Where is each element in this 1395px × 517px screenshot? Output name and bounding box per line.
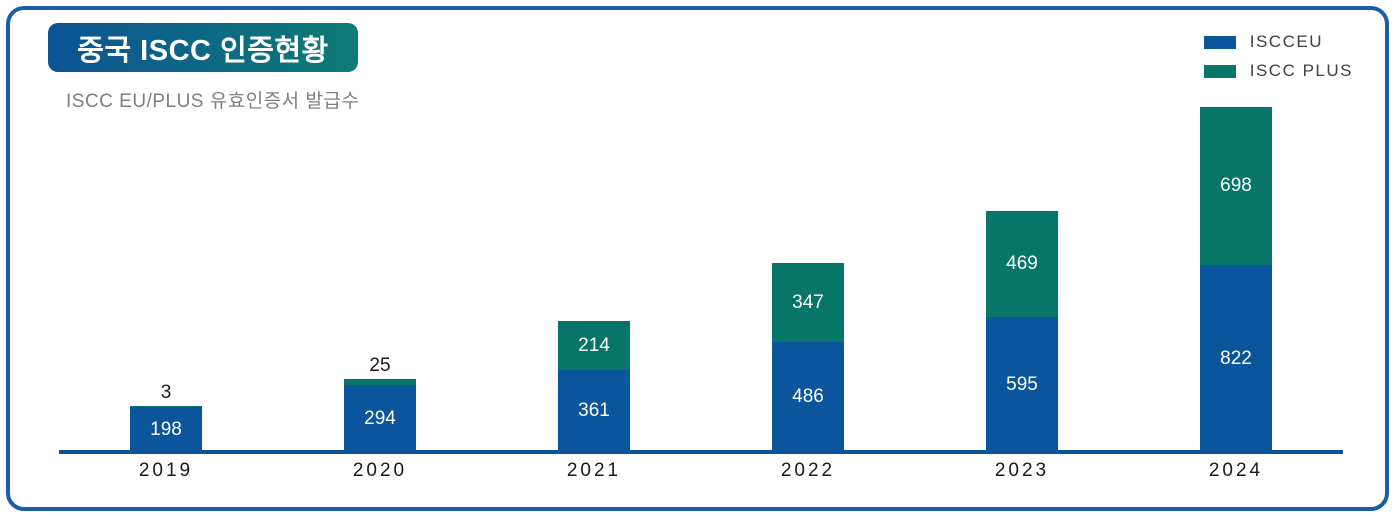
bar-segment-iscc-plus-2020: [344, 379, 416, 385]
bar-segment-iscc-plus-2022: [772, 263, 844, 342]
x-axis-label-2023: 2023: [994, 460, 1050, 481]
bar-segment-iscceu-2022: [772, 342, 844, 452]
legend-item-iscc-plus: ISCC PLUS: [1203, 61, 1353, 81]
x-axis-label-2021: 2021: [566, 460, 622, 481]
value-label-iscceu-2020: 294: [364, 407, 396, 429]
bar-segment-iscceu-2024: [1200, 265, 1272, 452]
value-label-iscceu-2019: 198: [150, 418, 182, 440]
x-axis-line: [59, 450, 1343, 454]
chart-title: 중국 ISCC 인증현황: [77, 34, 329, 67]
bar-segment-iscc-plus-2019: [130, 406, 202, 407]
legend-label-iscc-plus: ISCC PLUS: [1249, 61, 1353, 80]
chart-subtitle: ISCC EU/PLUS 유효인증서 발급수: [66, 91, 360, 112]
value-label-iscc-plus-2023: 469: [1006, 253, 1038, 274]
value-label-iscc-plus-2024: 698: [1220, 175, 1252, 196]
bar-segment-iscc-plus-2021: [558, 321, 630, 370]
bar-segment-iscceu-2023: [986, 317, 1058, 452]
value-label-iscc-plus-2020: 25: [369, 355, 391, 376]
legend-label-iscc-eu: ISCCEU: [1249, 32, 1323, 51]
bar-segment-iscceu-2019: [130, 407, 202, 452]
bar-segment-iscc-plus-2024: [1200, 107, 1272, 265]
legend: ISCCEU ISCC PLUS: [1203, 32, 1353, 81]
chart-frame-border: [6, 6, 1389, 511]
legend-item-iscc-eu: ISCCEU: [1203, 32, 1353, 52]
bar-segment-iscceu-2020: [344, 385, 416, 452]
chart-title-badge: 중국 ISCC 인증현황: [48, 23, 358, 72]
value-label-iscc-plus-2019: 3: [160, 382, 172, 403]
x-axis-label-2024: 2024: [1208, 460, 1264, 481]
bar-segment-iscceu-2021: [558, 370, 630, 452]
x-axis-label-2022: 2022: [780, 460, 836, 481]
x-axis-label-2019: 2019: [138, 460, 194, 481]
legend-swatch-iscc-plus-icon: [1203, 64, 1236, 78]
value-label-iscc-plus-2021: 214: [578, 334, 610, 356]
legend-swatch-iscc-eu-icon: [1203, 35, 1236, 49]
value-label-iscc-plus-2022: 347: [792, 291, 824, 313]
value-label-iscceu-2022: 486: [792, 386, 824, 407]
bar-segment-iscc-plus-2023: [986, 211, 1058, 317]
value-label-iscceu-2024: 822: [1220, 347, 1252, 369]
x-axis-label-2020: 2020: [352, 460, 408, 481]
value-label-iscceu-2021: 361: [578, 400, 610, 421]
value-label-iscceu-2023: 595: [1006, 373, 1038, 395]
